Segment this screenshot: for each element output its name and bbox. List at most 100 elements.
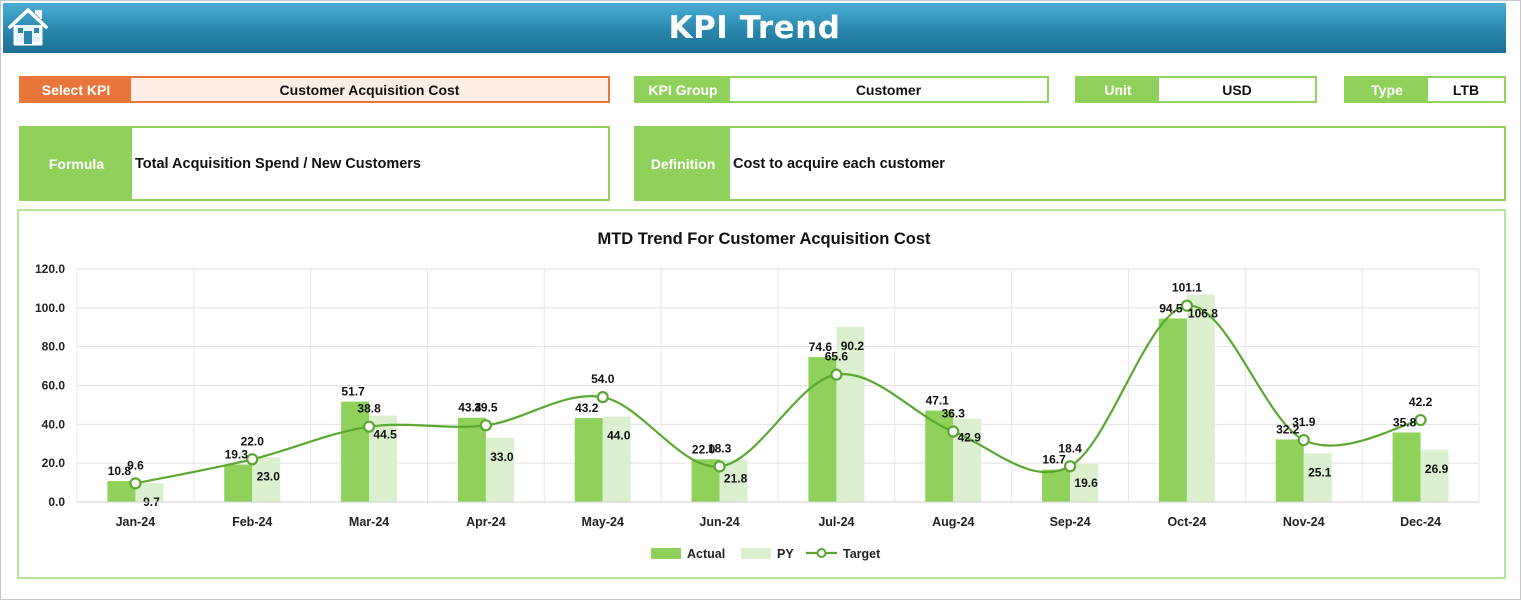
formula-value: Total Acquisition Spend / New Customers: [135, 155, 421, 172]
bar-py: [1420, 449, 1449, 502]
target-point: [947, 425, 960, 438]
x-tick-label: Nov-24: [1283, 515, 1325, 529]
label-py: 44.5: [373, 428, 397, 442]
label-py: 42.9: [958, 431, 982, 445]
select-kpi-label: Select KPI: [21, 78, 131, 101]
label-target: 54.0: [591, 372, 615, 386]
label-actual: 43.4: [458, 401, 482, 415]
chart-title: MTD Trend For Customer Acquisition Cost: [597, 230, 931, 248]
label-actual: 22.0: [692, 442, 716, 456]
formula-label: Formula: [21, 128, 132, 199]
bar-py: [1303, 453, 1332, 502]
bar-actual: [808, 357, 837, 502]
x-tick-label: May-24: [582, 515, 624, 529]
target-point: [479, 419, 493, 432]
y-tick-label: 100.0: [35, 301, 65, 315]
bar-py: [135, 483, 164, 502]
x-tick-label: Jul-24: [818, 515, 854, 529]
label-target: 101.1: [1172, 281, 1202, 295]
label-py: 44.0: [607, 429, 631, 443]
select-kpi-dropdown[interactable]: Customer Acquisition Cost: [131, 78, 608, 101]
label-actual: 74.6: [809, 340, 833, 354]
label-py: 33.0: [490, 450, 514, 464]
label-actual: 32.2: [1276, 422, 1300, 436]
chart-grid: [76, 268, 1480, 503]
kpi-group-label: KPI Group: [636, 78, 730, 101]
bar-actual: [457, 417, 486, 502]
label-target: 38.8: [357, 402, 381, 416]
y-tick-label: 20.0: [42, 456, 66, 470]
y-tick-label: 60.0: [42, 379, 66, 393]
label-py: 106.8: [1188, 307, 1218, 321]
target-point: [246, 453, 259, 466]
label-py: 23.0: [257, 469, 281, 483]
x-tick-label: Aug-24: [932, 515, 974, 529]
bar-py: [1070, 463, 1099, 502]
home-icon[interactable]: [7, 7, 49, 47]
label-actual: 94.5: [1159, 302, 1183, 316]
label-py: 26.9: [1425, 462, 1449, 476]
label-actual: 16.7: [1042, 453, 1066, 467]
x-tick-label: Oct-24: [1167, 515, 1206, 529]
label-target: 65.6: [825, 350, 849, 364]
formula-box: Formula Total Acquisition Spend / New Cu…: [19, 126, 610, 201]
unit-field: Unit USD: [1075, 76, 1317, 103]
chart-area: MTD Trend For Customer Acquisition Cost …: [17, 209, 1506, 579]
y-tick-label: 80.0: [42, 340, 66, 354]
definition-label: Definition: [636, 128, 730, 199]
unit-label: Unit: [1077, 78, 1159, 101]
y-tick-label: 40.0: [42, 417, 66, 431]
bar-actual: [341, 401, 370, 502]
label-target: 22.0: [241, 434, 265, 448]
data-labels: 10.8 19.3 51.7 43.4 43.2 22.0 74.6 47.1 16.7 94.5…: [108, 281, 1449, 509]
target-point: [1297, 433, 1310, 447]
y-tick-label: 0.0: [48, 495, 65, 509]
target-line: [129, 299, 1427, 490]
label-actual: 47.1: [926, 394, 950, 408]
kpi-group-value: Customer: [730, 78, 1047, 101]
target-point: [713, 460, 726, 473]
x-tick-label: Sep-24: [1050, 515, 1091, 529]
kpi-group-field: KPI Group Customer: [634, 76, 1049, 103]
x-tick-label: Jun-24: [699, 515, 739, 529]
label-target: 42.2: [1409, 395, 1433, 409]
target-point: [1414, 413, 1427, 427]
target-point: [596, 391, 609, 404]
type-label: Type: [1346, 78, 1428, 101]
type-value: LTB: [1428, 78, 1504, 101]
select-kpi-field: Select KPI Customer Acquisition Cost: [19, 76, 610, 103]
y-axis: 0.0 20.0 40.0 60.0 80.0 100.0 120.0: [35, 262, 65, 509]
legend-marker-target: [816, 548, 827, 558]
x-tick-label: Mar-24: [349, 515, 389, 529]
target-point: [830, 368, 843, 381]
bar-actual: [574, 418, 603, 502]
bar-actual: [107, 481, 136, 502]
definition-box: Definition Cost to acquire each customer: [634, 126, 1506, 201]
label-target: 39.5: [474, 400, 498, 414]
bar-py: [1186, 294, 1215, 502]
bar-py: [602, 416, 631, 502]
x-tick-label: Apr-24: [466, 515, 506, 529]
bar-actual: [1158, 318, 1187, 502]
bar-actual: [1392, 432, 1421, 502]
label-target: 31.9: [1292, 415, 1316, 429]
x-tick-label: Feb-24: [232, 515, 272, 529]
legend-swatch-actual: [651, 548, 681, 559]
target-point: [1180, 299, 1194, 312]
label-target: 18.4: [1058, 441, 1082, 455]
label-py: 21.8: [724, 472, 748, 486]
label-target: 18.3: [708, 441, 732, 455]
unit-value: USD: [1159, 78, 1315, 101]
bar-py: [252, 457, 281, 502]
bar-py: [836, 326, 865, 502]
page-title: KPI Trend: [668, 10, 841, 46]
y-tick-label: 120.0: [35, 262, 65, 276]
legend-label-target: Target: [843, 547, 881, 561]
label-py: 19.6: [1074, 476, 1098, 490]
chart-legend: Actual PY Target: [651, 547, 881, 561]
bar-actual: [1275, 439, 1304, 502]
label-target: 36.3: [942, 407, 966, 421]
legend-label-py: PY: [777, 547, 794, 561]
x-tick-label: Dec-24: [1400, 515, 1441, 529]
